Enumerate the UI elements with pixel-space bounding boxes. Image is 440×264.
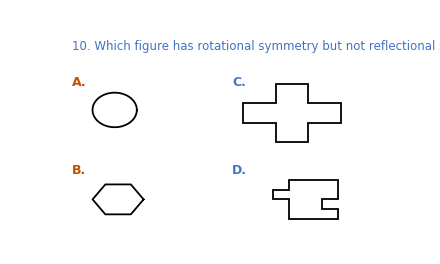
Text: B.: B. xyxy=(72,164,86,177)
Text: 10. Which figure has rotational symmetry but not reflectional symmetry?: 10. Which figure has rotational symmetry… xyxy=(72,40,440,53)
Text: D.: D. xyxy=(232,164,247,177)
Text: A.: A. xyxy=(72,76,87,89)
Text: C.: C. xyxy=(232,76,246,89)
